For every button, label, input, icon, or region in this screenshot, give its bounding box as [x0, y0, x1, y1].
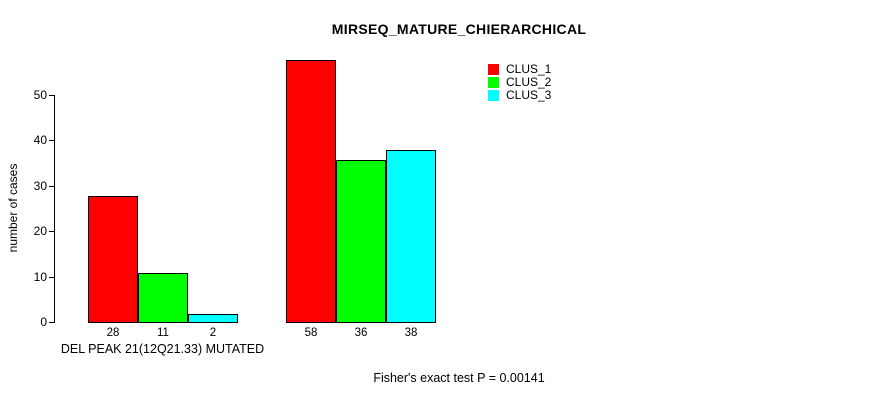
y-tick: [49, 140, 54, 141]
legend-swatch: [488, 76, 499, 88]
bar-value-label: 58: [304, 327, 318, 339]
bar-clus_1-group1: [88, 196, 138, 323]
bar-clus_3-group2: [386, 150, 436, 323]
bar-clus_3-group1: [188, 314, 238, 323]
bar-clus_1-group2: [286, 60, 336, 323]
annotation-text: Fisher's exact test P = 0.00141: [373, 371, 545, 385]
y-tick-label: 40: [33, 133, 47, 147]
bar-value-label: 2: [209, 327, 217, 339]
legend-item-label: CLUS_2: [506, 75, 552, 89]
x-group-label: DEL PEAK 21(12Q21.33) MUTATED: [60, 342, 265, 356]
y-tick: [49, 277, 54, 278]
bar-clus_2-group2: [336, 160, 386, 323]
y-tick: [49, 186, 54, 187]
y-axis-line: [54, 95, 55, 323]
legend-swatch: [488, 89, 499, 101]
y-tick: [49, 95, 54, 96]
bar-value-label: 28: [106, 327, 120, 339]
y-tick-label: 20: [33, 224, 47, 238]
legend-item: CLUS_1: [488, 63, 551, 75]
legend-item-label: CLUS_3: [506, 88, 552, 102]
y-tick: [49, 322, 54, 323]
bar-value-label: 38: [404, 327, 418, 339]
y-tick-label: 0: [40, 315, 47, 329]
y-tick-label: 50: [33, 88, 47, 102]
y-axis-label: number of cases: [6, 163, 20, 253]
bar-value-label: 36: [354, 327, 368, 339]
legend: CLUS_1 CLUS_2 CLUS_3: [488, 63, 551, 102]
legend-item-label: CLUS_1: [506, 62, 552, 76]
chart-title: MIRSEQ_MATURE_CHIERARCHICAL: [331, 21, 587, 37]
y-tick-label: 30: [33, 179, 47, 193]
bar-clus_2-group1: [138, 273, 188, 323]
legend-swatch: [488, 63, 499, 75]
y-tick-label: 10: [33, 270, 47, 284]
legend-item: CLUS_2: [488, 76, 551, 88]
legend-item: CLUS_3: [488, 89, 551, 101]
y-tick: [49, 231, 54, 232]
bar-value-label: 11: [157, 327, 169, 339]
